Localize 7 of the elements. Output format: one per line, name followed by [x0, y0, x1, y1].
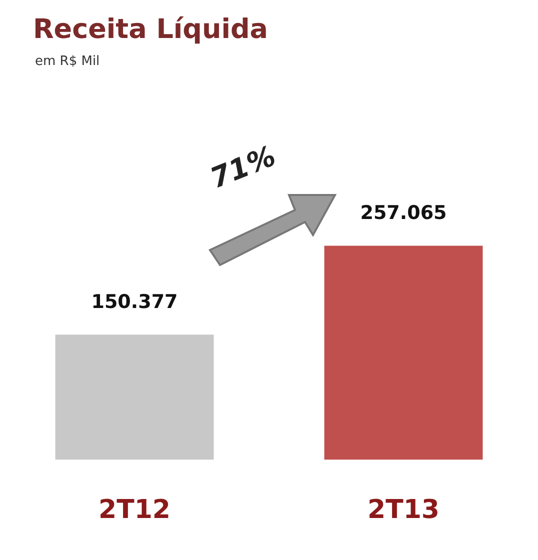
data-label: 150.377 — [91, 291, 178, 314]
x-tick-label: 2T12 — [98, 495, 171, 526]
x-tick-label: 2T13 — [367, 495, 440, 526]
chart-title: Receita Líquida — [33, 14, 268, 45]
text: 71% — [206, 139, 280, 195]
chart-subtitle: em R$ Mil — [35, 54, 100, 69]
data-label: 257.065 — [360, 202, 447, 224]
